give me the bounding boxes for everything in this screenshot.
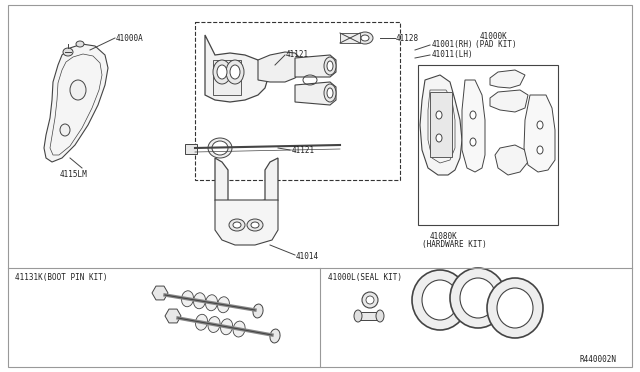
Text: R440002N: R440002N <box>580 355 617 364</box>
Ellipse shape <box>205 295 218 311</box>
Polygon shape <box>205 35 268 102</box>
Ellipse shape <box>412 270 468 330</box>
Text: 41001(RH): 41001(RH) <box>432 40 474 49</box>
Ellipse shape <box>362 292 378 308</box>
Polygon shape <box>215 158 278 215</box>
Bar <box>418 65 558 225</box>
Polygon shape <box>420 75 462 175</box>
Ellipse shape <box>217 65 227 79</box>
Ellipse shape <box>193 293 205 309</box>
Polygon shape <box>295 82 336 105</box>
Ellipse shape <box>497 288 533 328</box>
Ellipse shape <box>251 222 259 228</box>
Ellipse shape <box>60 124 70 136</box>
Polygon shape <box>524 95 555 172</box>
Ellipse shape <box>460 278 496 318</box>
Polygon shape <box>295 55 336 77</box>
Text: 4115LM: 4115LM <box>60 170 88 179</box>
Ellipse shape <box>436 111 442 119</box>
Text: 41121: 41121 <box>292 146 315 155</box>
Ellipse shape <box>182 291 193 307</box>
Ellipse shape <box>70 80 86 100</box>
Ellipse shape <box>230 65 240 79</box>
Polygon shape <box>215 200 278 245</box>
Ellipse shape <box>221 319 233 335</box>
Ellipse shape <box>195 314 207 330</box>
Text: 41131K(BOOT PIN KIT): 41131K(BOOT PIN KIT) <box>15 273 108 282</box>
Ellipse shape <box>324 57 336 75</box>
Ellipse shape <box>450 268 506 328</box>
Ellipse shape <box>361 35 369 41</box>
Ellipse shape <box>357 32 373 44</box>
Text: 41128: 41128 <box>396 34 419 43</box>
Text: 41011(LH): 41011(LH) <box>432 50 474 59</box>
Bar <box>358 312 380 320</box>
Ellipse shape <box>218 297 230 313</box>
Text: (HARDWARE KIT): (HARDWARE KIT) <box>422 240 487 249</box>
Polygon shape <box>44 44 108 162</box>
Ellipse shape <box>422 280 458 320</box>
Bar <box>185 144 197 154</box>
Ellipse shape <box>327 61 333 71</box>
Ellipse shape <box>213 60 231 84</box>
Polygon shape <box>495 145 528 175</box>
Text: 41000K: 41000K <box>480 32 508 41</box>
Ellipse shape <box>208 317 220 333</box>
Polygon shape <box>258 52 302 82</box>
Bar <box>213 60 241 95</box>
Ellipse shape <box>354 310 362 322</box>
Bar <box>430 92 452 157</box>
Ellipse shape <box>470 138 476 146</box>
Ellipse shape <box>470 111 476 119</box>
Ellipse shape <box>537 121 543 129</box>
Bar <box>340 33 360 43</box>
Ellipse shape <box>253 304 263 318</box>
Ellipse shape <box>327 88 333 98</box>
Ellipse shape <box>229 219 245 231</box>
Text: 41000A: 41000A <box>116 34 144 43</box>
Ellipse shape <box>76 41 84 47</box>
Polygon shape <box>462 80 485 172</box>
Ellipse shape <box>233 222 241 228</box>
Ellipse shape <box>376 310 384 322</box>
Polygon shape <box>490 90 528 112</box>
Ellipse shape <box>233 321 245 337</box>
Bar <box>195 22 400 180</box>
Ellipse shape <box>487 278 543 338</box>
Ellipse shape <box>366 296 374 304</box>
Ellipse shape <box>270 329 280 343</box>
Ellipse shape <box>436 134 442 142</box>
Ellipse shape <box>324 84 336 102</box>
Ellipse shape <box>208 138 232 158</box>
Text: 41014: 41014 <box>296 252 319 261</box>
Ellipse shape <box>537 146 543 154</box>
Ellipse shape <box>63 48 73 56</box>
Text: 41000L(SEAL KIT): 41000L(SEAL KIT) <box>328 273 402 282</box>
Text: 41080K: 41080K <box>430 232 458 241</box>
Ellipse shape <box>226 60 244 84</box>
Ellipse shape <box>212 141 228 155</box>
Text: 41121: 41121 <box>286 50 309 59</box>
Ellipse shape <box>247 219 263 231</box>
Polygon shape <box>490 70 525 88</box>
Text: (PAD KIT): (PAD KIT) <box>475 40 516 49</box>
